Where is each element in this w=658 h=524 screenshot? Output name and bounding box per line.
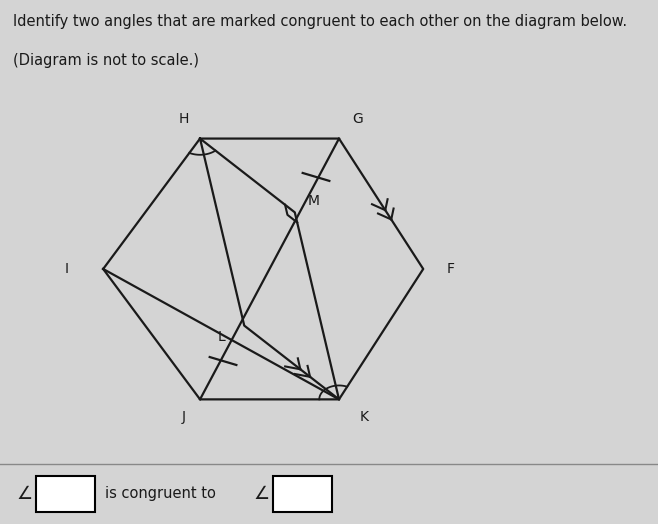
Text: ∠: ∠ [253,485,270,503]
Text: L: L [217,330,225,344]
Text: ∠: ∠ [16,485,33,503]
Text: J: J [182,410,186,424]
Text: I: I [65,262,69,276]
FancyBboxPatch shape [36,476,95,512]
Text: (Diagram is not to scale.): (Diagram is not to scale.) [13,53,199,68]
Text: H: H [178,112,189,126]
Text: K: K [359,410,368,424]
Text: G: G [352,112,363,126]
Text: is congruent to: is congruent to [105,486,216,501]
FancyBboxPatch shape [273,476,332,512]
Text: Identify two angles that are marked congruent to each other on the diagram below: Identify two angles that are marked cong… [13,14,627,29]
Text: F: F [447,262,455,276]
Text: M: M [307,194,319,208]
